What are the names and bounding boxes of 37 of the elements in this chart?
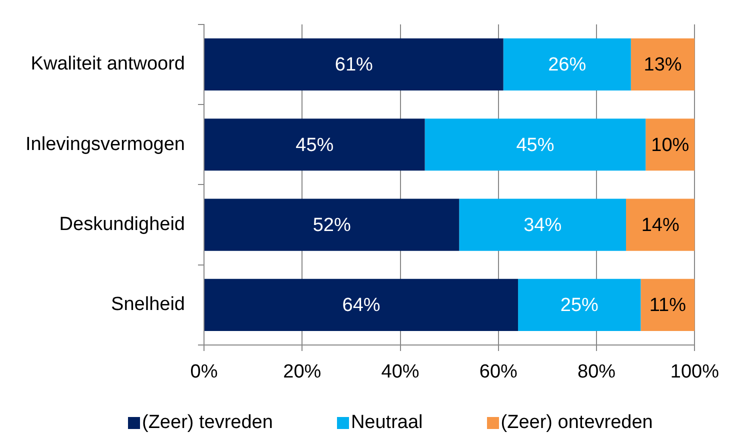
- bar: [204, 118, 425, 171]
- data-label: 64%: [342, 295, 380, 316]
- bar: [204, 278, 518, 331]
- data-label: 10%: [651, 134, 690, 156]
- bar: [626, 198, 695, 251]
- legend-label: (Zeer) ontevreden: [500, 412, 653, 434]
- bar: [459, 198, 626, 251]
- x-tick-label: 0%: [190, 362, 218, 383]
- legend-label: (Zeer) tevreden: [142, 412, 273, 434]
- data-label: 34%: [524, 215, 562, 236]
- bar: [204, 38, 504, 91]
- data-label: 45%: [296, 134, 334, 156]
- x-tick-label: 60%: [479, 362, 518, 383]
- data-label: 14%: [641, 215, 680, 236]
- data-label: 25%: [560, 295, 599, 316]
- bar: [503, 38, 631, 91]
- data-label: 61%: [334, 54, 374, 76]
- bar: [204, 198, 460, 251]
- bar: [424, 118, 646, 171]
- data-label: 11%: [649, 295, 686, 316]
- y-tick-label: Deskundigheid: [59, 214, 185, 236]
- y-tick-label: Snelheid: [111, 294, 185, 316]
- legend-label: Neutraal: [350, 412, 423, 434]
- data-label: 26%: [548, 54, 586, 76]
- bar: [646, 118, 695, 171]
- bar: [640, 278, 695, 331]
- data-label: 52%: [312, 215, 351, 236]
- x-tick-label: 40%: [381, 362, 420, 383]
- y-tick-label: Inlevingsvermogen: [26, 134, 185, 155]
- data-label: 45%: [516, 134, 554, 156]
- data-label: 13%: [644, 54, 682, 76]
- bar: [630, 38, 695, 91]
- x-tick-label: 80%: [578, 362, 616, 383]
- bar: [518, 278, 641, 331]
- y-tick-label: Kwaliteit antwoord: [30, 54, 185, 75]
- x-tick-label: 20%: [283, 362, 322, 383]
- x-tick-label: 100%: [670, 362, 720, 383]
